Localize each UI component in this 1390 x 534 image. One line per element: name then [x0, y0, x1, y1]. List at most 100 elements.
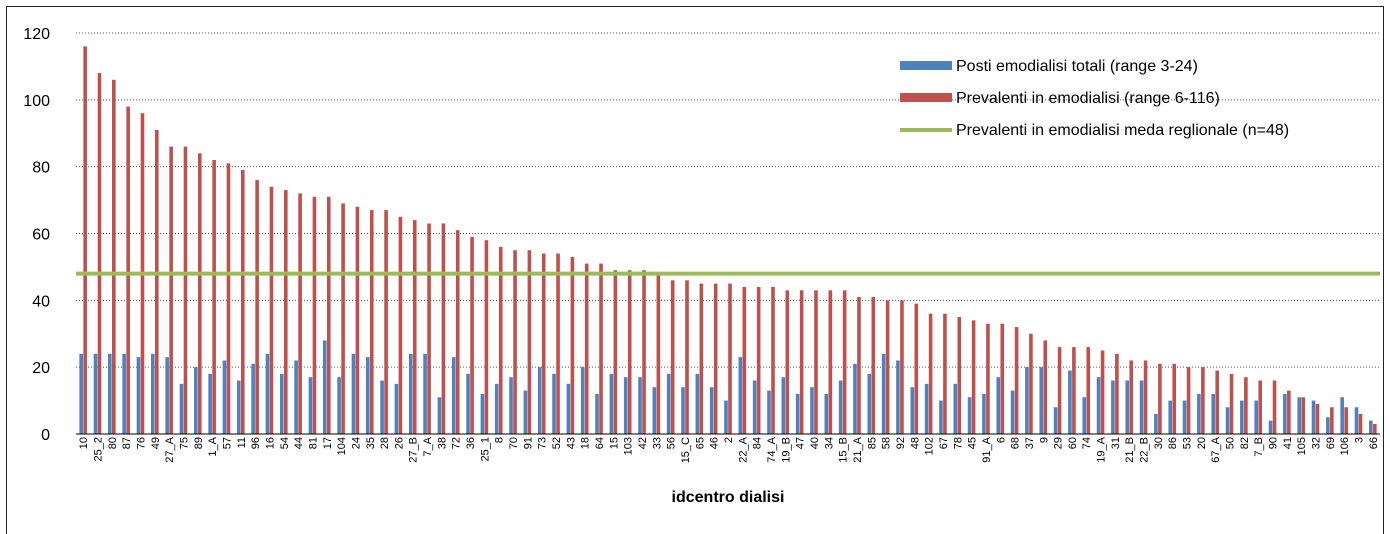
bar-prevalenti	[685, 280, 689, 434]
bar-posti	[709, 387, 714, 434]
bar-posti	[1268, 420, 1273, 434]
x-tick-label: 73	[537, 437, 549, 449]
x-tick-label: 58	[881, 437, 893, 449]
bar-posti	[767, 390, 771, 434]
bar-prevalenti	[169, 146, 173, 434]
bar-posti	[695, 373, 700, 434]
bar-posti	[151, 353, 155, 434]
bar-posti	[1154, 413, 1158, 434]
bar-prevalenti	[341, 203, 345, 434]
bar-posti	[265, 353, 270, 434]
bar-posti	[236, 380, 241, 434]
bar-prevalenti	[312, 196, 317, 434]
bar-posti	[1254, 400, 1258, 434]
bar-posti	[1039, 367, 1044, 434]
bar-prevalenti	[928, 313, 933, 434]
y-tick-label: 20	[32, 360, 50, 377]
bar-posti	[810, 387, 814, 434]
x-tick-label: 81	[307, 437, 319, 449]
legend-swatch-prevalenti	[900, 93, 952, 102]
bar-prevalenti	[613, 270, 618, 434]
bar-posti	[738, 357, 743, 434]
bar-prevalenti	[713, 283, 718, 434]
bar-posti	[509, 377, 513, 434]
x-tick-label: 8	[494, 437, 506, 443]
bar-prevalenti	[756, 286, 761, 434]
bar-posti	[781, 377, 786, 434]
y-tick-label: 60	[32, 227, 50, 244]
bar-prevalenti	[355, 206, 360, 434]
bar-posti	[222, 360, 227, 434]
bar-posti	[380, 380, 384, 434]
x-tick-label: 54	[279, 437, 291, 449]
bar-posti	[953, 383, 958, 434]
x-tick-label: 72	[451, 437, 463, 449]
bar-prevalenti	[384, 210, 388, 434]
bar-prevalenti	[1315, 403, 1320, 434]
bar-posti	[1326, 417, 1330, 434]
bar-posti	[523, 390, 528, 434]
bar-prevalenti	[627, 270, 632, 434]
x-tick-label: 90	[1268, 437, 1280, 449]
x-tick-label: 67_A	[1210, 436, 1222, 462]
bar-prevalenti	[226, 163, 231, 434]
bar-prevalenti	[1172, 363, 1177, 434]
y-tick-label: 80	[32, 160, 50, 177]
bar-posti	[967, 397, 972, 434]
x-tick-label: 36	[465, 437, 477, 449]
x-tick-label: 29	[1053, 437, 1065, 449]
y-tick-label: 40	[32, 293, 50, 310]
bar-posti	[1139, 380, 1144, 434]
bar-posti	[1025, 367, 1029, 434]
bar-prevalenti	[742, 286, 747, 434]
bar-prevalenti	[269, 186, 274, 434]
x-tick-label: 57	[221, 437, 233, 449]
bar-posti	[408, 353, 413, 434]
x-tick-label: 25_2	[92, 437, 104, 461]
x-tick-label: 32	[1311, 437, 1323, 449]
bar-prevalenti	[412, 220, 417, 434]
bar-prevalenti	[599, 263, 603, 434]
bar-posti	[1340, 397, 1344, 434]
legend-swatch-posti	[900, 61, 952, 70]
bar-posti	[1311, 400, 1316, 434]
bar-posti	[351, 353, 356, 434]
bar-posti	[910, 387, 915, 434]
bar-prevalenti	[484, 240, 489, 434]
bar-prevalenti	[1287, 390, 1291, 434]
x-tick-label: 42	[637, 437, 649, 449]
bar-prevalenti	[240, 170, 245, 434]
x-tick-label: 84	[752, 437, 764, 449]
x-tick-label: 30	[1153, 437, 1165, 449]
bar-prevalenti	[1100, 350, 1105, 434]
bar-posti	[752, 380, 757, 434]
bar-posti	[623, 377, 628, 434]
bar-prevalenti	[914, 303, 919, 434]
bar-prevalenti	[1272, 380, 1277, 434]
bar-prevalenti	[1043, 340, 1048, 434]
bar-prevalenti	[97, 73, 102, 434]
bar-posti	[1125, 380, 1130, 434]
bar-posti	[179, 383, 184, 434]
bar-posti	[652, 387, 657, 434]
x-tick-label: 82	[1239, 437, 1251, 449]
bar-posti	[79, 353, 83, 434]
x-tick-label: 53	[1182, 437, 1194, 449]
x-tick-label: 21_A	[852, 436, 864, 462]
y-axis-ticks: 0 20 40 60 80 100 120	[23, 26, 50, 444]
bars	[79, 46, 1377, 435]
x-tick-label: 15	[608, 437, 620, 449]
x-tick-label: 34	[823, 437, 835, 449]
legend: Posti emodialisi totali (range 3-24) Pre…	[900, 58, 1289, 139]
bar-posti	[1111, 380, 1115, 434]
x-tick-label: 16	[264, 437, 276, 449]
x-tick-label: 91	[522, 437, 534, 449]
bar-posti	[595, 393, 599, 434]
bar-prevalenti	[1358, 413, 1363, 434]
bar-posti	[724, 400, 728, 434]
x-tick-label: 2	[723, 437, 735, 443]
x-tick-label: 91_A	[981, 436, 993, 462]
x-tick-label: 106	[1339, 437, 1351, 455]
x-tick-label: 60	[1067, 437, 1079, 449]
bar-prevalenti	[842, 290, 847, 434]
